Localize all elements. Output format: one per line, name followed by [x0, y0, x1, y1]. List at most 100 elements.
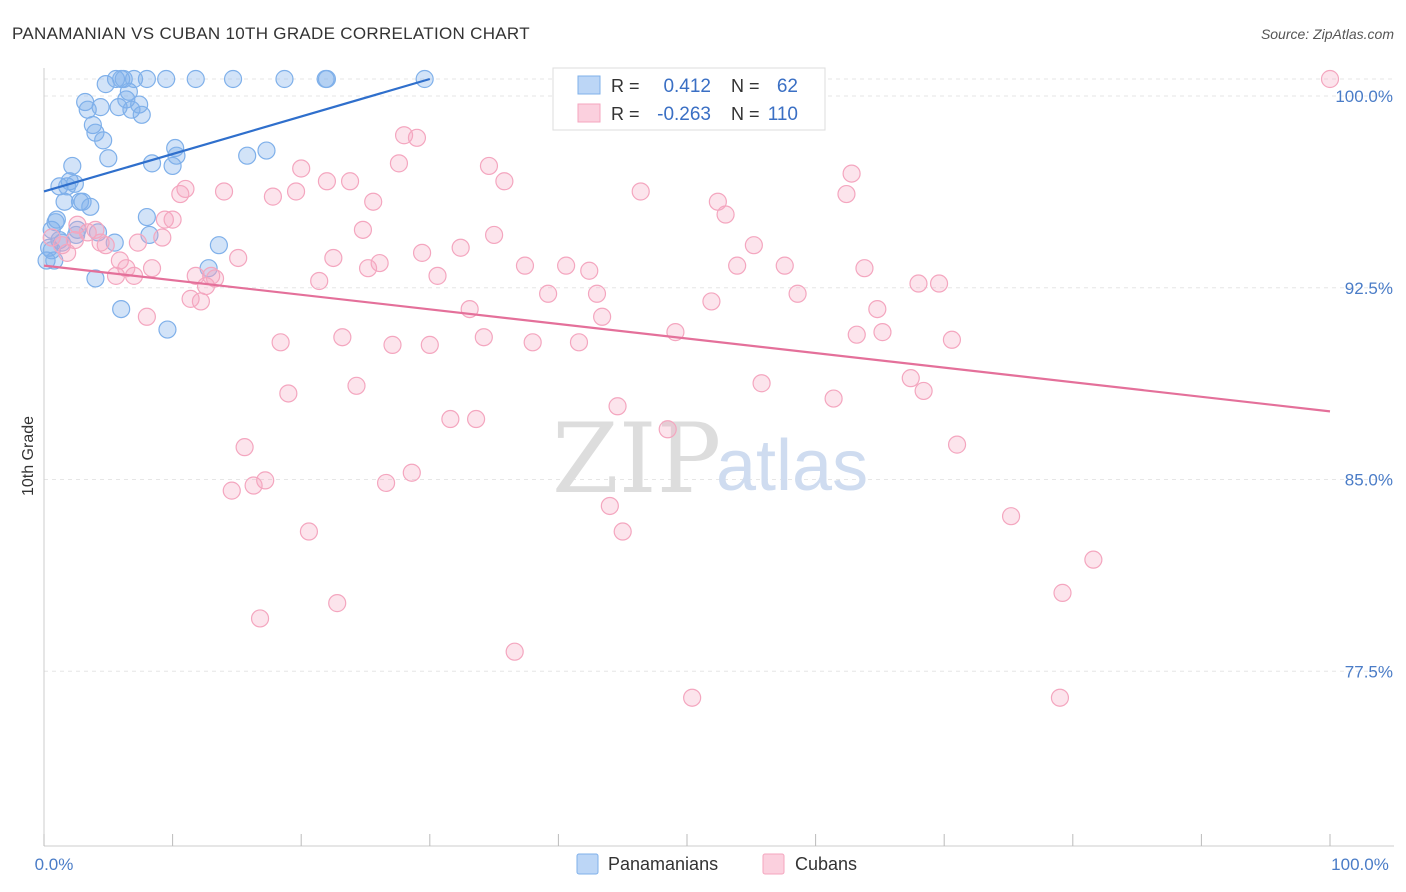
cuban-point — [901, 369, 920, 388]
cuban-point — [271, 333, 290, 352]
cuban-point — [250, 609, 270, 628]
y-tick-label: 100.0% — [1335, 87, 1393, 106]
cuban-point — [474, 328, 493, 347]
cuban-point — [244, 476, 263, 495]
panamanian-point — [124, 69, 144, 89]
cuban-point — [608, 397, 627, 416]
panamanian-point — [106, 69, 126, 89]
cuban-point — [256, 471, 275, 490]
cuban-point — [658, 420, 677, 439]
panamanian-point — [137, 207, 156, 227]
cuban-point — [310, 271, 329, 291]
cuban-point — [569, 333, 589, 352]
stats-legend: R = 0.412 N = 62 R = -0.263 N = 110 — [552, 67, 826, 131]
cuban-point — [914, 381, 933, 401]
cuban-point — [117, 259, 136, 278]
cuban-point — [340, 172, 360, 191]
cuban-point — [702, 292, 721, 311]
panamanian-point — [99, 149, 118, 168]
cuban-point — [279, 384, 298, 403]
cuban-point — [515, 256, 535, 275]
legend-swatch-panamanians — [577, 75, 601, 95]
cuban-point — [523, 333, 542, 352]
cuban-point — [909, 274, 928, 293]
cuban-point — [383, 335, 402, 354]
legend-r-value-1: 0.412 — [663, 76, 711, 97]
cuban-point — [333, 328, 352, 347]
bottom-legend: Panamanians Cubans — [576, 853, 857, 875]
panamanian-point — [186, 69, 205, 89]
panamanian-point — [86, 123, 105, 142]
panamanian-point — [46, 213, 65, 232]
cuban-point — [752, 374, 771, 393]
cuban-point — [842, 164, 861, 183]
cuban-point — [358, 259, 378, 278]
chart-title: PANAMANIAN VS CUBAN 10TH GRADE CORRELATI… — [12, 24, 530, 43]
cuban-point — [347, 376, 366, 395]
cuban-point — [214, 182, 234, 201]
panamanian-point — [91, 98, 110, 117]
cuban-point — [137, 307, 156, 326]
panamanian-point — [132, 105, 151, 124]
cuban-point — [68, 215, 87, 234]
cuban-point — [837, 184, 856, 204]
watermark-zip: ZIP — [552, 403, 721, 515]
panamanian-point — [163, 156, 182, 176]
cuban-point — [1320, 69, 1340, 89]
cuban-point — [847, 325, 866, 344]
panamanian-point — [317, 69, 337, 89]
legend-n-value-2: 110 — [768, 104, 798, 125]
cuban-point — [479, 156, 499, 176]
legend-r-value-2: -0.263 — [657, 104, 711, 125]
cuban-point — [353, 220, 373, 239]
cuban-point — [91, 233, 110, 252]
panamanian-point — [65, 174, 84, 193]
cuban-point — [600, 496, 619, 516]
cuban-point — [775, 256, 794, 275]
cuban-point — [929, 274, 949, 293]
panamanian-point — [223, 69, 243, 89]
gridlines — [44, 78, 1394, 672]
legend-n-label-1: N = — [731, 76, 760, 96]
series-cubans — [42, 69, 1340, 707]
panamanian-point — [63, 156, 82, 176]
cuban-point — [485, 225, 504, 245]
cuban-point — [235, 438, 254, 457]
cuban-point — [205, 269, 225, 288]
panamanian-point — [55, 192, 74, 211]
bottom-legend-swatch-panamanians — [576, 853, 599, 875]
cuban-point — [613, 522, 632, 541]
panamanian-point — [158, 320, 177, 339]
panamanian-point — [112, 300, 131, 319]
cuban-point — [96, 236, 115, 255]
cuban-point — [942, 330, 962, 349]
cuban-point — [191, 292, 210, 311]
cuban-point — [222, 481, 241, 500]
cuban-point — [788, 284, 807, 303]
bottom-legend-label-panamanians: Panamanians — [608, 854, 718, 874]
cuban-point — [1050, 688, 1070, 707]
cuban-point — [176, 179, 195, 199]
cuban-point — [142, 259, 162, 278]
panamanian-point — [238, 146, 257, 165]
y-tick-label: 77.5% — [1345, 662, 1393, 681]
cuban-point — [1084, 550, 1103, 569]
bottom-legend-swatch-cubans — [762, 853, 785, 875]
cuban-point — [1001, 507, 1021, 526]
cuban-point — [402, 463, 421, 482]
y-tick-label: 85.0% — [1345, 471, 1393, 490]
cuban-point — [451, 238, 470, 257]
cuban-point — [728, 256, 747, 275]
cuban-point — [947, 435, 967, 454]
cuban-point — [631, 182, 650, 201]
cuban-point — [263, 187, 283, 206]
cuban-point — [580, 261, 599, 280]
cuban-point — [873, 323, 892, 342]
cuban-point — [286, 182, 306, 201]
y-tick-labels: 100.0% 92.5% 85.0% 77.5% — [1335, 87, 1393, 681]
legend-swatch-cubans — [577, 103, 601, 123]
y-tick-label: 92.5% — [1345, 279, 1393, 298]
bottom-legend-label-cubans: Cubans — [795, 854, 857, 874]
cuban-point — [364, 192, 383, 211]
cuban-point — [229, 248, 248, 268]
